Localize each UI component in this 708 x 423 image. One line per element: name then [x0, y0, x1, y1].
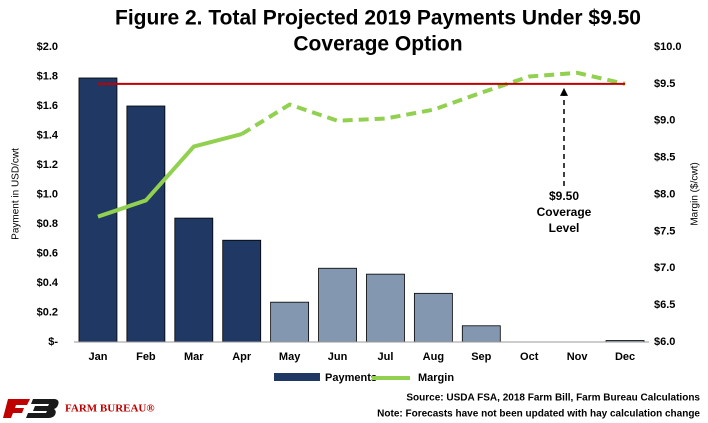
annotation: $9.50	[549, 189, 579, 203]
y-tick-label: $0.4	[37, 277, 59, 289]
annotation: Level	[549, 221, 580, 235]
x-tick-label: Jul	[378, 351, 394, 363]
y-tick-label: $1.6	[37, 100, 58, 112]
y2-tick-label: $8.0	[654, 188, 675, 200]
bar	[78, 77, 118, 343]
x-tick-label: Apr	[232, 351, 252, 363]
x-tick-label: Sep	[471, 351, 491, 363]
bar	[270, 301, 310, 343]
y-tick-label: $1.8	[37, 70, 58, 82]
y2-tick-label: $6.5	[654, 299, 675, 311]
note: Note: Forecasts have not been updated wi…	[377, 409, 700, 420]
x-tick-label: Mar	[184, 351, 204, 363]
bar	[366, 273, 405, 343]
x-tick-label: Jan	[88, 351, 107, 363]
y2-tick-label: $9.0	[654, 115, 675, 127]
source: Source: USDA FSA, 2018 Farm Bill, Farm B…	[406, 393, 700, 404]
bar	[174, 217, 214, 343]
line	[97, 70, 626, 219]
arrow-head	[560, 87, 568, 96]
bar	[413, 292, 453, 343]
y-tick-label: $0.6	[37, 247, 58, 259]
y-tick-label: $-	[48, 336, 58, 348]
y2-tick-label: $9.5	[654, 78, 675, 90]
y2-axis-label: Margin ($/cwt)	[690, 162, 701, 225]
x-tick-label: Aug	[423, 351, 444, 363]
x-tick-label: Dec	[615, 351, 635, 363]
x-tick-label: Feb	[136, 351, 156, 363]
y-tick-label: $1.4	[37, 129, 59, 141]
bar	[461, 325, 501, 343]
y2-tick-label: $8.5	[654, 152, 675, 164]
chart-title: Coverage Option	[293, 33, 462, 56]
y-tick-label: $0.2	[37, 306, 58, 318]
chart-title: Figure 2. Total Projected 2019 Payments …	[115, 7, 641, 30]
bar	[222, 239, 262, 343]
y-tick-label: $1.2	[37, 159, 58, 171]
annotation: Coverage	[537, 205, 592, 219]
logo	[3, 399, 59, 418]
x-tick-label: Oct	[520, 351, 539, 363]
y-tick-label: $2.0	[37, 41, 58, 53]
legend-label: Payments	[325, 372, 377, 384]
logo-text: FARM BUREAU®	[65, 403, 155, 415]
legend-label: Margin	[418, 372, 454, 384]
y2-tick-label: $10.0	[654, 41, 682, 53]
x-tick-label: May	[279, 351, 301, 363]
y2-tick-label: $7.0	[654, 262, 675, 274]
x-tick-label: Jun	[328, 351, 348, 363]
y2-tick-label: $7.5	[654, 225, 675, 237]
y-tick-label: $0.8	[37, 218, 58, 230]
bar	[126, 105, 166, 343]
y-axis-label: Payment in USD/cwt	[11, 148, 22, 240]
bar	[318, 267, 357, 343]
y2-tick-label: $6.0	[654, 336, 675, 348]
x-tick-label: Nov	[567, 351, 589, 363]
y-tick-label: $1.0	[37, 188, 58, 200]
legend-swatch	[274, 373, 320, 381]
